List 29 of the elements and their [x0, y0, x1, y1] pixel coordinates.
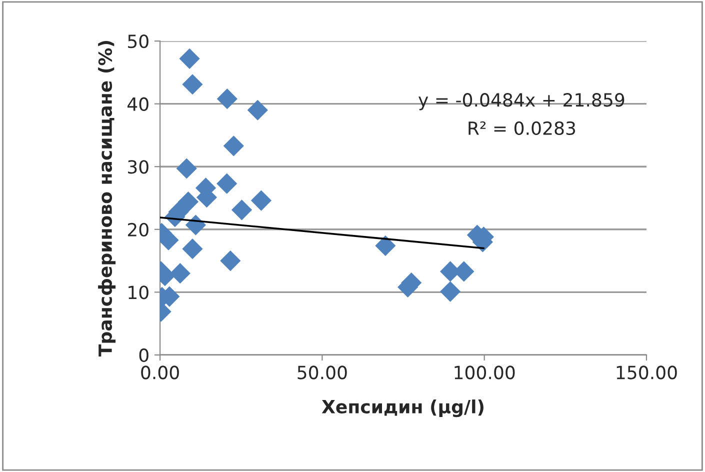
y-tick-label: 30	[128, 160, 148, 174]
y-tick-label: 20	[128, 222, 148, 237]
x-tick-label: 0.00	[141, 366, 179, 380]
y-tick-label: 0	[139, 348, 148, 362]
point	[216, 88, 238, 110]
y-tick-label: 10	[128, 286, 148, 300]
point	[247, 100, 268, 120]
point	[250, 190, 272, 211]
point	[178, 191, 199, 212]
x-axis-title: Хепсидин (μg/l)	[322, 400, 484, 418]
point	[216, 173, 238, 194]
point	[440, 281, 461, 302]
point	[182, 238, 203, 260]
point	[375, 235, 396, 256]
point	[223, 136, 244, 156]
x-tick-label: 150.00	[616, 366, 677, 380]
point	[176, 158, 197, 179]
point	[170, 263, 190, 284]
point	[179, 48, 200, 69]
annotation: R² = 0.0283	[468, 121, 576, 136]
x-tick-label: 50.00	[298, 366, 347, 380]
point	[231, 200, 252, 220]
x-tick-label: 100.00	[454, 366, 515, 380]
point	[220, 250, 241, 272]
y-tick-label: 50	[128, 34, 148, 48]
annotation: y = -0.0484x + 21.859	[418, 93, 624, 110]
y-tick-label: 40	[128, 97, 148, 111]
y-axis-title: Трансфериново насищане (%)	[98, 41, 116, 356]
point	[182, 74, 203, 95]
